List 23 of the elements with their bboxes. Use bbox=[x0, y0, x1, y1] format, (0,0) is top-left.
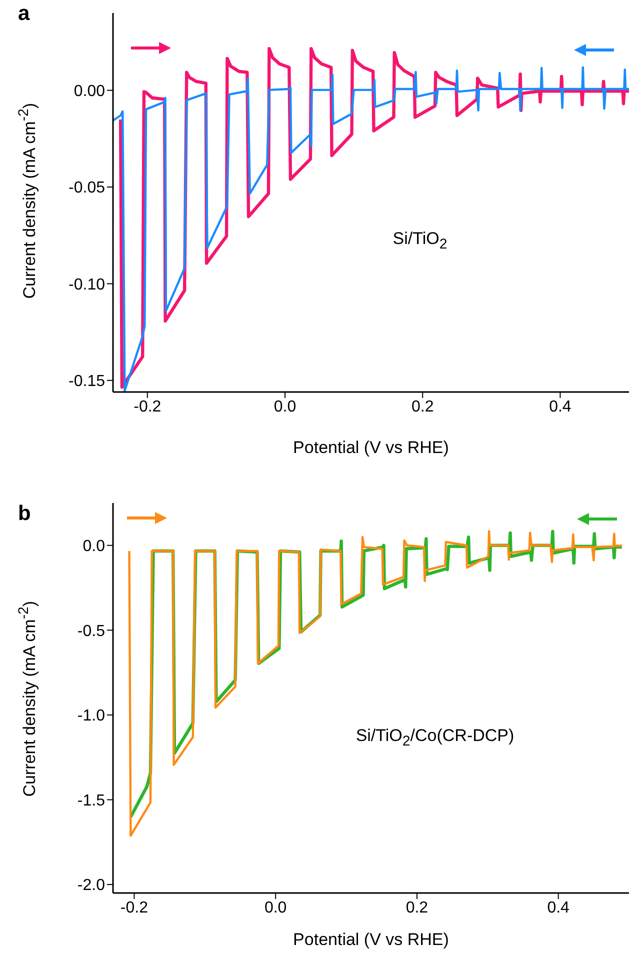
y-tick-label: -1.0 bbox=[77, 708, 106, 725]
x-tick-label: 0.2 bbox=[406, 899, 428, 916]
x-tick-label: 0.0 bbox=[264, 899, 287, 916]
chart-title: b bbox=[18, 502, 31, 526]
x-tick-label: -0.2 bbox=[120, 899, 148, 916]
x-tick-label: -0.2 bbox=[134, 398, 162, 416]
x-tick-label: 0.4 bbox=[549, 398, 572, 416]
chart-title: a bbox=[18, 2, 30, 26]
y-tick-label: -2.0 bbox=[77, 877, 106, 894]
annotation: Si/TiO$_{2}$/Co(CR-DCP) bbox=[354, 726, 516, 750]
y-tick-label: 0.0 bbox=[82, 538, 106, 556]
y-tick-label: -0.05 bbox=[68, 180, 106, 197]
x-tick-label: 0.0 bbox=[274, 398, 296, 416]
annotation: Si/TiO$_{2}$ bbox=[392, 229, 448, 252]
x-tick-label: 0.4 bbox=[547, 899, 570, 916]
y-tick-label: -1.5 bbox=[77, 792, 106, 810]
x-axis-title: Potential (V vs RHE) bbox=[292, 438, 450, 458]
x-axis-title: Potential (V vs RHE) bbox=[292, 930, 450, 950]
x-tick-label: 0.2 bbox=[411, 398, 434, 416]
y-tick-label: -0.10 bbox=[68, 276, 106, 294]
y-tick-label: 0.00 bbox=[74, 83, 106, 100]
y-tick-label: -0.15 bbox=[68, 373, 106, 390]
y-tick-label: -0.5 bbox=[77, 622, 106, 640]
